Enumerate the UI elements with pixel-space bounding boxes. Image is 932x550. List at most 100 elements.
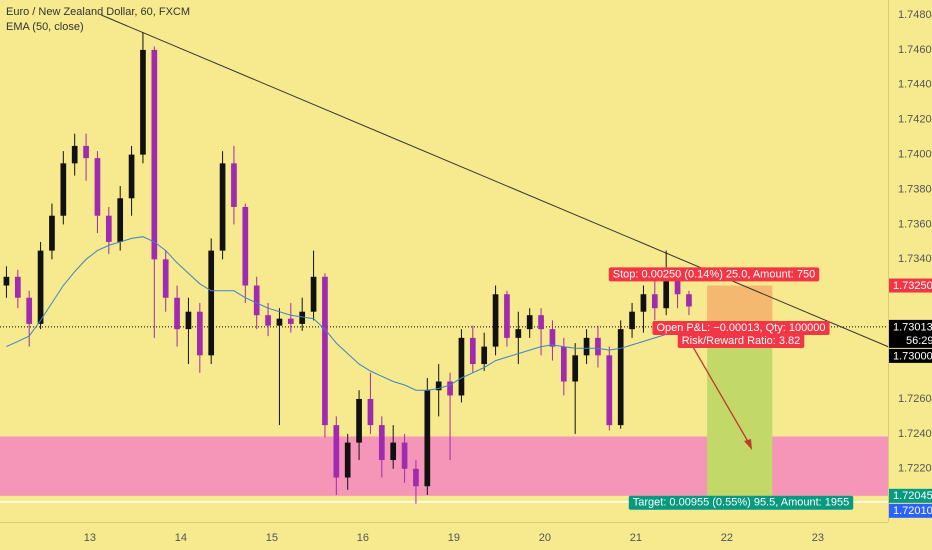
candle-body [287, 318, 294, 324]
plot-area [0, 14, 889, 504]
candle-body [37, 250, 44, 324]
y-tick-label: 1.74800 [898, 9, 932, 21]
price-tag [889, 278, 932, 293]
x-tick-label: 20 [539, 532, 551, 544]
candle-body [549, 329, 556, 347]
y-tick-label: 1.74600 [898, 44, 932, 56]
price-tag [889, 488, 932, 503]
candle-body [515, 329, 522, 338]
candle-body [629, 311, 635, 330]
y-tick-label: 1.72400 [898, 428, 932, 440]
candle-body [105, 215, 112, 242]
candle-body [572, 355, 579, 382]
countdown: 56:29 [906, 335, 932, 347]
target-badge-bg [628, 495, 854, 510]
candle-body [606, 355, 613, 426]
candle-body [151, 49, 158, 260]
y-tick-label: 1.72600 [898, 393, 932, 405]
candle-body [469, 337, 476, 365]
x-tick-label: 19 [448, 532, 460, 544]
candle-body [663, 276, 670, 309]
y-tick-label: 1.73600 [898, 218, 932, 230]
pnl-badge: Open P&L: −0.00013, Qty: 100000 [652, 321, 830, 336]
candle-body [253, 285, 260, 316]
candle-body [310, 276, 317, 312]
ema-line [6, 236, 689, 391]
candle-body [322, 276, 328, 426]
candle-body [538, 315, 544, 330]
stop-badge: Stop: 0.00250 (0.14%) 25.0, Amount: 750 [608, 267, 820, 282]
x-tick-label: 15 [266, 532, 278, 544]
target-zone [707, 329, 773, 496]
candle-body [560, 346, 567, 382]
candle-body [356, 398, 362, 443]
candle-body [174, 297, 180, 330]
candle-body [504, 294, 510, 338]
stop-badge-text: Stop: 0.00250 (0.14%) 25.0, Amount: 750 [613, 268, 815, 280]
stop-badge-bg [608, 267, 820, 282]
candle-body [117, 198, 124, 242]
indicator-label: EMA (50, close) [6, 21, 84, 33]
candle-body [378, 425, 385, 461]
price-tag [889, 503, 932, 518]
price-tag-label: 1.72010 [893, 505, 932, 517]
candle-body [526, 315, 533, 330]
price-tag-label: 1.73000 [893, 350, 932, 362]
candle-body [447, 381, 453, 396]
price-tag-label: 1.73250 [893, 280, 932, 292]
candle-body [128, 154, 135, 199]
rr-badge: Risk/Reward Ratio: 3.82 [677, 334, 805, 349]
candle-body [276, 318, 283, 326]
candle-body [231, 163, 237, 207]
arrow-head [744, 439, 752, 450]
candle-body [83, 145, 89, 159]
candle-body [390, 442, 397, 461]
candle-body [185, 311, 192, 330]
candle-body [617, 329, 624, 426]
candle-body [413, 468, 419, 487]
candle-body [583, 337, 590, 356]
y-tick-label: 1.74400 [898, 79, 932, 91]
target-badge: Target: 0.00955 (0.55%) 95.5, Amount: 19… [628, 495, 854, 510]
price-tag-label: 1.73013 [893, 321, 932, 333]
candle-body [265, 315, 271, 326]
x-tick-label: 13 [84, 532, 96, 544]
y-tick-label: 1.72200 [898, 463, 932, 475]
x-tick-label: 21 [630, 532, 642, 544]
candle-body [140, 49, 146, 155]
candle-body [162, 259, 169, 298]
candle-body [367, 398, 374, 426]
candle-body [49, 215, 55, 251]
target-badge-text: Target: 0.00955 (0.55%) 95.5, Amount: 19… [633, 497, 849, 509]
candle-body [3, 276, 10, 286]
x-tick-label: 14 [175, 532, 187, 544]
x-tick-label: 22 [721, 532, 733, 544]
candle-body [344, 442, 351, 478]
candle-body [492, 294, 499, 347]
candle-body [219, 163, 226, 251]
y-tick-label: 1.73400 [898, 253, 932, 265]
candle-body [14, 276, 21, 298]
candle-body [60, 163, 67, 216]
rr-badge-text: Risk/Reward Ratio: 3.82 [682, 335, 801, 347]
y-tick-label: 1.74200 [898, 114, 932, 126]
price-tag-label: 1.72045 [893, 490, 932, 502]
candle-body [333, 425, 340, 478]
x-tick-label: 16 [357, 532, 369, 544]
pnl-badge-bg [652, 321, 830, 336]
candle-body [208, 250, 215, 356]
candle-body [94, 158, 101, 216]
candle-body [242, 206, 249, 286]
candle-body [458, 337, 465, 396]
candle-body [401, 442, 408, 469]
chart-title: Euro / New Zealand Dollar, 60, FXCM [6, 6, 190, 18]
rr-badge-bg [677, 334, 805, 349]
y-tick-label: 1.73800 [898, 183, 932, 195]
arrow [692, 346, 751, 446]
candle-body [71, 145, 78, 164]
candle-body [640, 294, 647, 312]
candle-body [481, 346, 488, 365]
price-tag [889, 319, 932, 348]
candle-body [26, 297, 33, 324]
